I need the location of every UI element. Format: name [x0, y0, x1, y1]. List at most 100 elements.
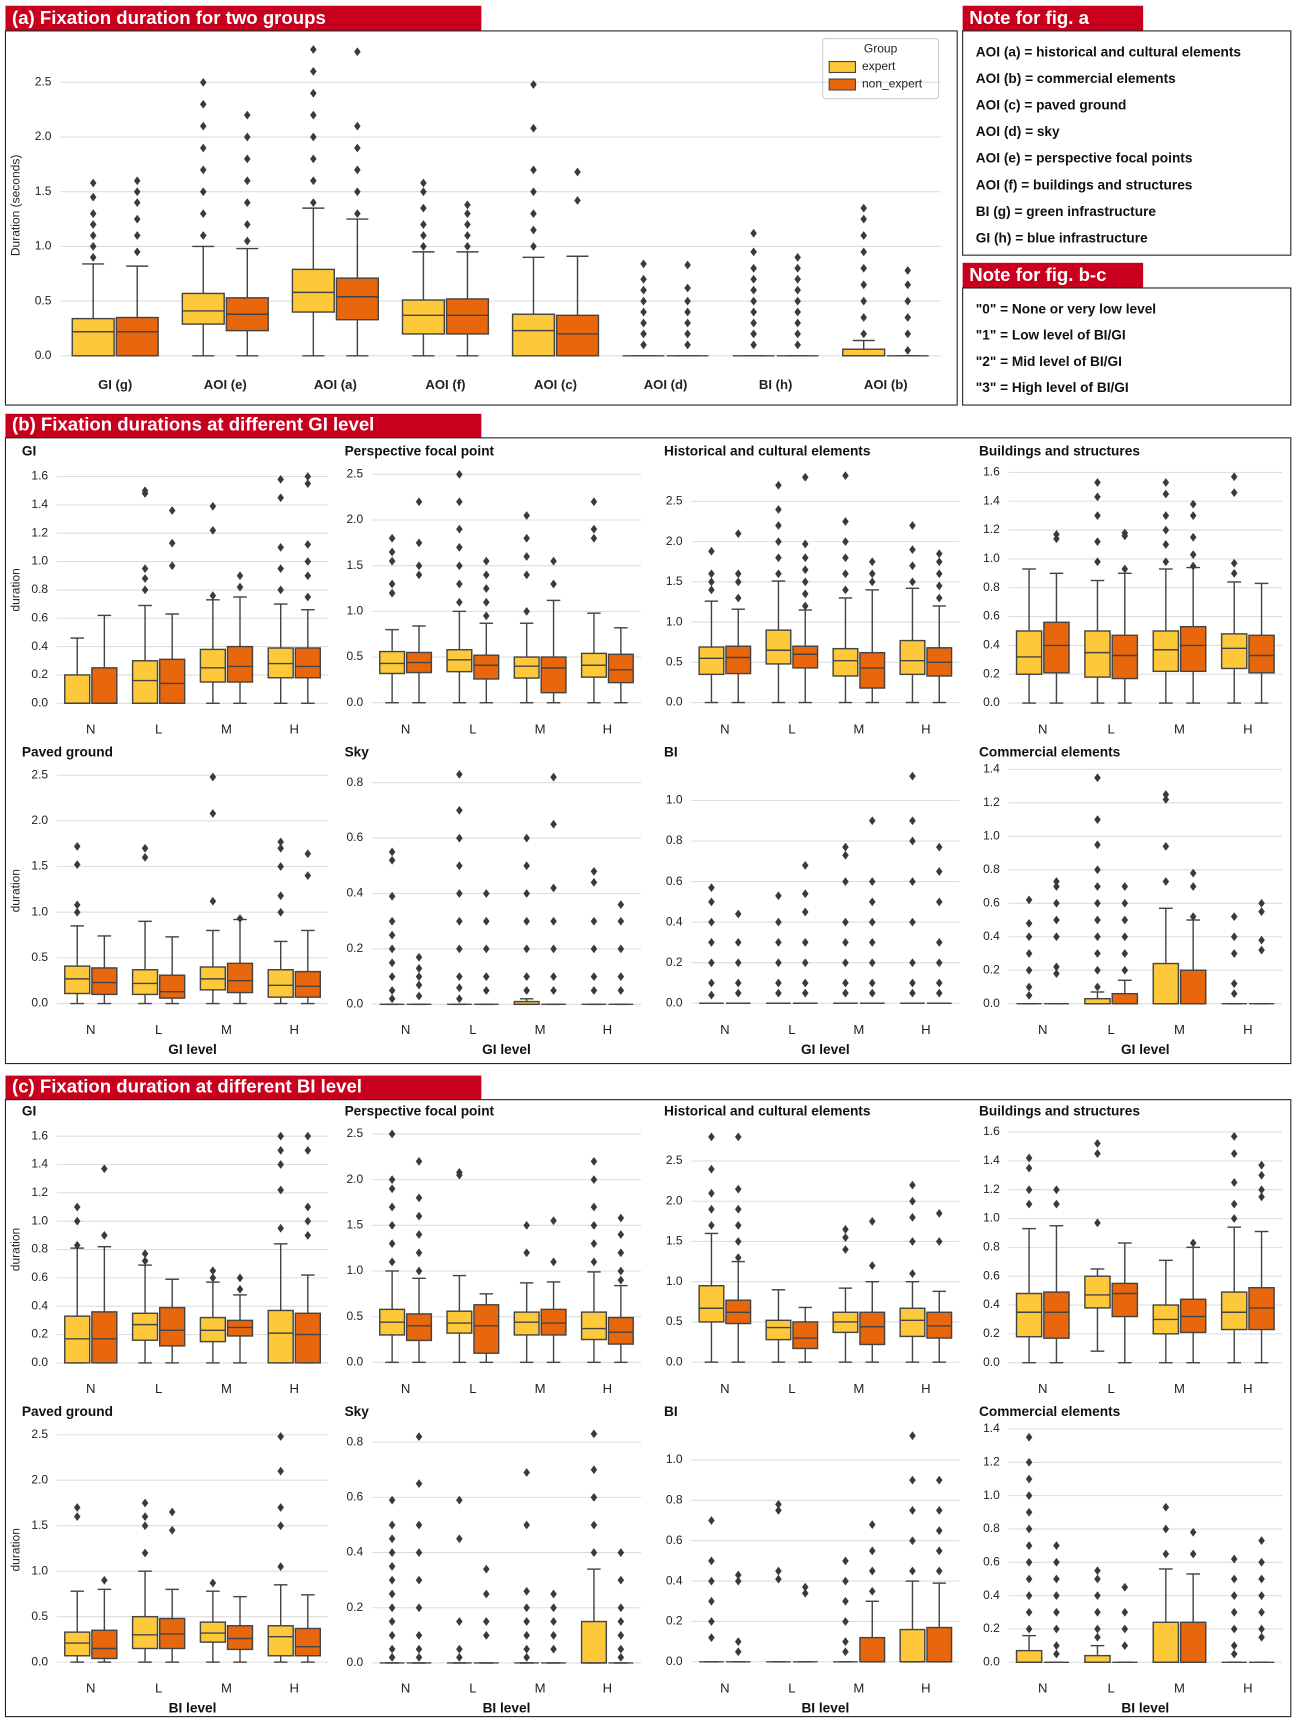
y-tick-label: 1.0: [31, 904, 48, 918]
y-tick-label: 0.0: [35, 348, 52, 362]
outlier: [523, 552, 530, 561]
outlier: [842, 842, 849, 852]
outlier: [1189, 1549, 1197, 1559]
outlier: [909, 1212, 916, 1222]
y-tick-label: 0.8: [31, 582, 48, 596]
header-bar: [962, 5, 1144, 31]
y-tick-label: 1.0: [31, 554, 48, 568]
x-tick-label: N: [1038, 721, 1047, 736]
outlier: [1025, 1491, 1033, 1501]
subplot-title: BI: [664, 745, 678, 760]
outlier: [1053, 882, 1060, 891]
outlier: [354, 187, 361, 197]
outlier: [590, 1220, 598, 1230]
outlier: [775, 480, 782, 490]
x-tick-label: M: [221, 1022, 232, 1037]
outlier: [1025, 895, 1033, 905]
y-tick-label: 1.2: [983, 795, 1000, 809]
y-tick-label: 1.4: [983, 1153, 1000, 1167]
panel-frame: [4, 437, 1292, 1065]
outlier: [388, 891, 396, 901]
subplot-title: Historical and cultural elements: [664, 1103, 871, 1118]
x-axis-label: GI level: [168, 1042, 217, 1057]
outlier: [1025, 1432, 1033, 1442]
outlier: [842, 917, 849, 927]
outlier: [617, 1213, 625, 1223]
outlier: [523, 833, 530, 843]
outlier: [168, 561, 176, 571]
outlier: [684, 283, 691, 293]
y-tick-label: 1.4: [31, 497, 48, 511]
box: [91, 1629, 118, 1660]
box: [291, 268, 335, 313]
x-axis-label: BI level: [483, 1701, 531, 1716]
y-tick-label: 0.6: [31, 1270, 48, 1284]
outlier: [388, 1561, 396, 1571]
outlier: [617, 1275, 625, 1285]
outlier: [842, 553, 849, 563]
outlier: [523, 861, 530, 871]
x-tick-label: L: [1107, 1681, 1114, 1696]
outlier: [209, 1266, 217, 1276]
y-tick-label: 0.8: [346, 775, 363, 789]
box: [899, 1307, 926, 1338]
note-line: AOI (e) = perspective focal points: [976, 151, 1193, 166]
x-tick-label: L: [469, 1681, 476, 1696]
y-tick-label: 1.0: [31, 1563, 48, 1577]
outlier: [734, 958, 742, 968]
outlier: [420, 203, 427, 213]
outlier: [1094, 1218, 1101, 1228]
outlier: [456, 833, 463, 843]
outlier: [415, 1479, 423, 1488]
x-tick-label: L: [469, 1381, 476, 1396]
outlier: [310, 45, 317, 54]
outlier: [483, 611, 490, 621]
outlier: [1162, 790, 1170, 799]
y-tick-label: 0.0: [666, 1354, 683, 1368]
outlier: [388, 972, 396, 982]
subplot-title: Perspective focal point: [345, 1103, 495, 1118]
x-tick-label: BI (h): [759, 377, 793, 392]
outlier: [1094, 773, 1101, 783]
x-axis-label: GI level: [801, 1042, 850, 1057]
outlier: [868, 1261, 876, 1270]
outlier: [1025, 1541, 1033, 1551]
outlier: [1053, 1607, 1060, 1617]
box: [926, 1311, 953, 1339]
outlier: [708, 1516, 715, 1525]
outlier: [277, 543, 284, 552]
outlier: [842, 958, 849, 968]
box: [1015, 1292, 1043, 1338]
box: [1179, 969, 1207, 1005]
x-tick-label: H: [290, 1681, 299, 1696]
outlier: [1230, 1607, 1238, 1617]
y-tick-label: 0.6: [346, 1490, 363, 1504]
x-tick-label: H: [603, 1681, 612, 1696]
outlier: [1025, 1457, 1033, 1467]
note-line: BI (g) = green infrastructure: [976, 204, 1157, 219]
y-tick-label: 0.0: [666, 695, 683, 709]
outlier: [909, 917, 916, 927]
outlier: [388, 1617, 396, 1626]
legend-swatch: [828, 78, 856, 91]
outlier: [209, 591, 217, 600]
outlier: [708, 990, 715, 1000]
panel-frame: [4, 30, 958, 406]
outlier: [415, 1630, 423, 1640]
box: [71, 317, 115, 357]
x-tick-label: H: [921, 1381, 930, 1396]
y-tick-label: 1.4: [983, 1421, 1000, 1435]
outlier: [1025, 1153, 1033, 1163]
outlier: [801, 601, 809, 611]
outlier: [1162, 511, 1170, 521]
subplot-title: Paved ground: [22, 1404, 113, 1419]
box: [131, 969, 159, 996]
outlier: [141, 486, 149, 496]
box: [131, 1312, 159, 1341]
y-tick-label: 2.0: [666, 1193, 683, 1207]
y-tick-label: 1.0: [666, 1452, 683, 1466]
outlier: [456, 1617, 463, 1626]
outlier: [842, 1576, 849, 1586]
y-tick-label: 0.0: [666, 995, 683, 1009]
outlier: [209, 501, 217, 511]
